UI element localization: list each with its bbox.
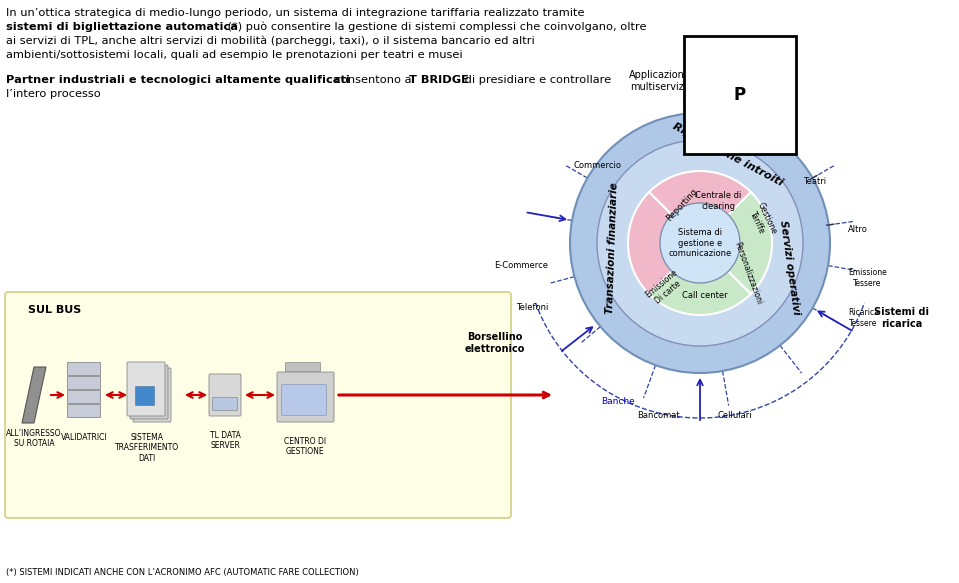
- Text: VALIDATRICI: VALIDATRICI: [60, 433, 107, 442]
- Text: Telefoni: Telefoni: [516, 304, 548, 312]
- Text: Personalizzazioni: Personalizzazioni: [733, 240, 763, 305]
- Text: Applicazioni
multiservizi: Applicazioni multiservizi: [629, 70, 688, 92]
- Text: Partner industriali e tecnologici altamente qualificati: Partner industriali e tecnologici altame…: [6, 75, 350, 85]
- Text: Ripartizione introiti: Ripartizione introiti: [671, 122, 784, 188]
- FancyBboxPatch shape: [277, 372, 334, 422]
- Text: E-Commerce: E-Commerce: [494, 261, 548, 269]
- FancyBboxPatch shape: [213, 398, 238, 410]
- Text: SISTEMA
TRASFERIMENTO
DATI: SISTEMA TRASFERIMENTO DATI: [115, 433, 179, 463]
- FancyBboxPatch shape: [282, 385, 326, 416]
- FancyBboxPatch shape: [135, 387, 154, 406]
- Circle shape: [570, 113, 830, 373]
- Text: In un’ottica strategica di medio-lungo periodo, un sistema di integrazione tarif: In un’ottica strategica di medio-lungo p…: [6, 8, 584, 18]
- Text: P: P: [734, 86, 746, 104]
- Text: di presidiare e controllare: di presidiare e controllare: [461, 75, 611, 85]
- FancyBboxPatch shape: [5, 292, 511, 518]
- Text: Sistema di
gestione e
comunicazione: Sistema di gestione e comunicazione: [668, 228, 732, 258]
- FancyBboxPatch shape: [209, 374, 241, 416]
- Text: Servizi operativi: Servizi operativi: [779, 220, 802, 316]
- Text: Borsellino
elettronico: Borsellino elettronico: [465, 332, 526, 354]
- Text: (*) può consentire la gestione di sistemi complessi che coinvolgano, oltre: (*) può consentire la gestione di sistem…: [224, 22, 646, 33]
- Text: Gestione
Tariffe: Gestione Tariffe: [746, 202, 778, 241]
- Text: Altro: Altro: [848, 224, 868, 234]
- Text: Taxi: Taxi: [682, 96, 698, 105]
- Circle shape: [660, 203, 740, 283]
- Text: Bancomat: Bancomat: [637, 410, 679, 420]
- FancyBboxPatch shape: [67, 391, 101, 403]
- FancyBboxPatch shape: [67, 363, 101, 375]
- FancyBboxPatch shape: [286, 363, 320, 371]
- Text: CENTRO DI
GESTIONE: CENTRO DI GESTIONE: [284, 437, 326, 456]
- Text: l’intero processo: l’intero processo: [6, 89, 101, 99]
- FancyBboxPatch shape: [67, 405, 101, 417]
- Text: Ricarica
Tessere: Ricarica Tessere: [848, 308, 878, 328]
- Text: SUL BUS: SUL BUS: [28, 305, 82, 315]
- Text: (*) SISTEMI INDICATI ANCHE CON L’ACRONIMO AFC (AUTOMATIC FARE COLLECTION): (*) SISTEMI INDICATI ANCHE CON L’ACRONIM…: [6, 568, 359, 577]
- Circle shape: [597, 140, 803, 346]
- Polygon shape: [22, 367, 46, 423]
- Text: Parcheggi: Parcheggi: [731, 99, 773, 108]
- Text: Teatri: Teatri: [804, 177, 827, 185]
- Text: Commercio: Commercio: [574, 160, 622, 170]
- Text: Emissione
Di carte: Emissione Di carte: [643, 268, 686, 308]
- Text: Reporting: Reporting: [665, 187, 699, 223]
- Text: ambienti/sottosistemi locali, quali ad esempio le prenotazioni per teatri e muse: ambienti/sottosistemi locali, quali ad e…: [6, 50, 462, 60]
- Wedge shape: [700, 192, 772, 294]
- Text: Emissione
Tessere: Emissione Tessere: [848, 268, 887, 287]
- Text: Centrale di
clearing: Centrale di clearing: [695, 191, 741, 210]
- Wedge shape: [649, 171, 751, 243]
- Text: ALL’INGRESSO
SU ROTAIA: ALL’INGRESSO SU ROTAIA: [7, 429, 61, 448]
- FancyBboxPatch shape: [130, 365, 168, 419]
- Text: ai servizi di TPL, anche altri servizi di mobilità (parcheggi, taxi), o il siste: ai servizi di TPL, anche altri servizi d…: [6, 36, 535, 47]
- Text: Call center: Call center: [682, 290, 728, 300]
- FancyBboxPatch shape: [133, 368, 171, 422]
- Text: Sistemi di
ricarica: Sistemi di ricarica: [875, 307, 929, 329]
- Text: T BRIDGE: T BRIDGE: [409, 75, 469, 85]
- Text: Cellulari: Cellulari: [717, 410, 752, 420]
- Text: consentono a: consentono a: [331, 75, 415, 85]
- FancyBboxPatch shape: [127, 362, 165, 416]
- FancyBboxPatch shape: [67, 377, 101, 389]
- Text: TL DATA
SERVER: TL DATA SERVER: [210, 431, 241, 451]
- Text: sistemi di bigliettazione automatica: sistemi di bigliettazione automatica: [6, 22, 238, 32]
- Wedge shape: [649, 243, 751, 315]
- Wedge shape: [628, 192, 700, 294]
- Text: Transazioni finanziarie: Transazioni finanziarie: [605, 182, 620, 314]
- Text: Banche: Banche: [601, 396, 635, 406]
